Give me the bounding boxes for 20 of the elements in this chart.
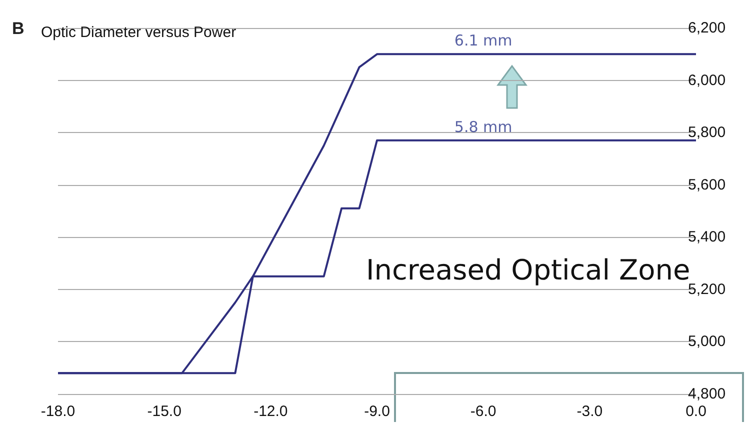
x-tick-label: -12.0 xyxy=(254,403,288,420)
y-tick-label: 4,800 xyxy=(688,386,726,402)
annotation: 6.1 mm xyxy=(454,32,512,50)
y-tick-label: 5,200 xyxy=(688,280,726,298)
x-tick-label: 0.0 xyxy=(686,403,706,420)
text: B xyxy=(12,19,24,38)
chart-title: Optic Diameter versus Power xyxy=(41,24,236,41)
x-tick-label: -6.0 xyxy=(470,403,496,420)
x-tick-label: -9.0 xyxy=(364,403,390,420)
x-tick-label: -18.0 xyxy=(40,403,76,420)
y-tick-label: 5,400 xyxy=(688,228,726,246)
y-tick-label: 6,200 xyxy=(688,20,726,36)
y-tick-label: 5,800 xyxy=(688,124,726,142)
y-tick-label: 6,000 xyxy=(688,72,726,89)
x-tick-label: -15.0 xyxy=(147,403,182,420)
annotation: Increased Optical Zone xyxy=(366,254,690,286)
y-tick-label: 5,000 xyxy=(688,333,726,350)
annotation: 5.8 mm xyxy=(454,118,512,136)
x-tick-label: -3.0 xyxy=(576,403,603,420)
y-tick-label: 5,600 xyxy=(688,176,726,194)
